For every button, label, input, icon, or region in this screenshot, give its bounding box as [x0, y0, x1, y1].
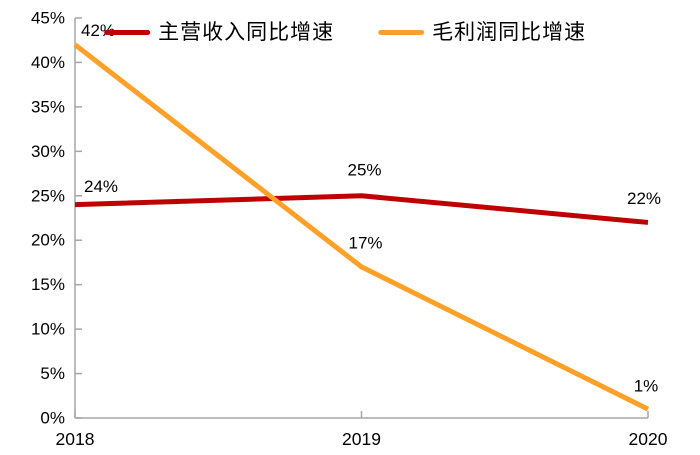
legend-label-gross-profit-growth: 毛利润同比增速 [432, 20, 587, 44]
y-tick-label: 20% [31, 231, 65, 250]
x-tick-label: 2020 [629, 429, 668, 449]
legend-swatch-gross-profit-growth [378, 30, 425, 35]
series-line-0 [74, 193, 649, 225]
legend: 主营收入同比增速 毛利润同比增速 [104, 22, 586, 43]
data-point-label: 1% [634, 377, 659, 396]
data-point-label: 42% [81, 21, 115, 40]
y-tick-label: 45% [31, 9, 65, 28]
data-point-label: 24% [84, 177, 118, 196]
x-tick-label: 2019 [342, 429, 381, 449]
y-tick-label: 25% [31, 186, 65, 205]
y-tick-label: 30% [31, 142, 65, 161]
data-point-label: 25% [347, 160, 381, 179]
data-point-label: 17% [348, 233, 382, 252]
x-tick-label: 2018 [56, 429, 95, 449]
legend-item-gross-profit-growth: 毛利润同比增速 [378, 22, 586, 43]
y-tick-label: 0% [40, 409, 65, 428]
y-tick-label: 35% [31, 97, 65, 116]
y-tick-label: 5% [40, 364, 65, 383]
y-tick-label: 10% [31, 320, 65, 339]
data-point-label: 22% [627, 189, 661, 208]
legend-swatch-revenue-growth [104, 30, 151, 35]
series-line-1 [73, 42, 650, 412]
legend-label-revenue-growth: 主营收入同比增速 [158, 20, 335, 44]
y-tick-label: 15% [31, 275, 65, 294]
y-tick-label: 40% [31, 53, 65, 72]
legend-item-revenue-growth: 主营收入同比增速 [104, 22, 334, 43]
